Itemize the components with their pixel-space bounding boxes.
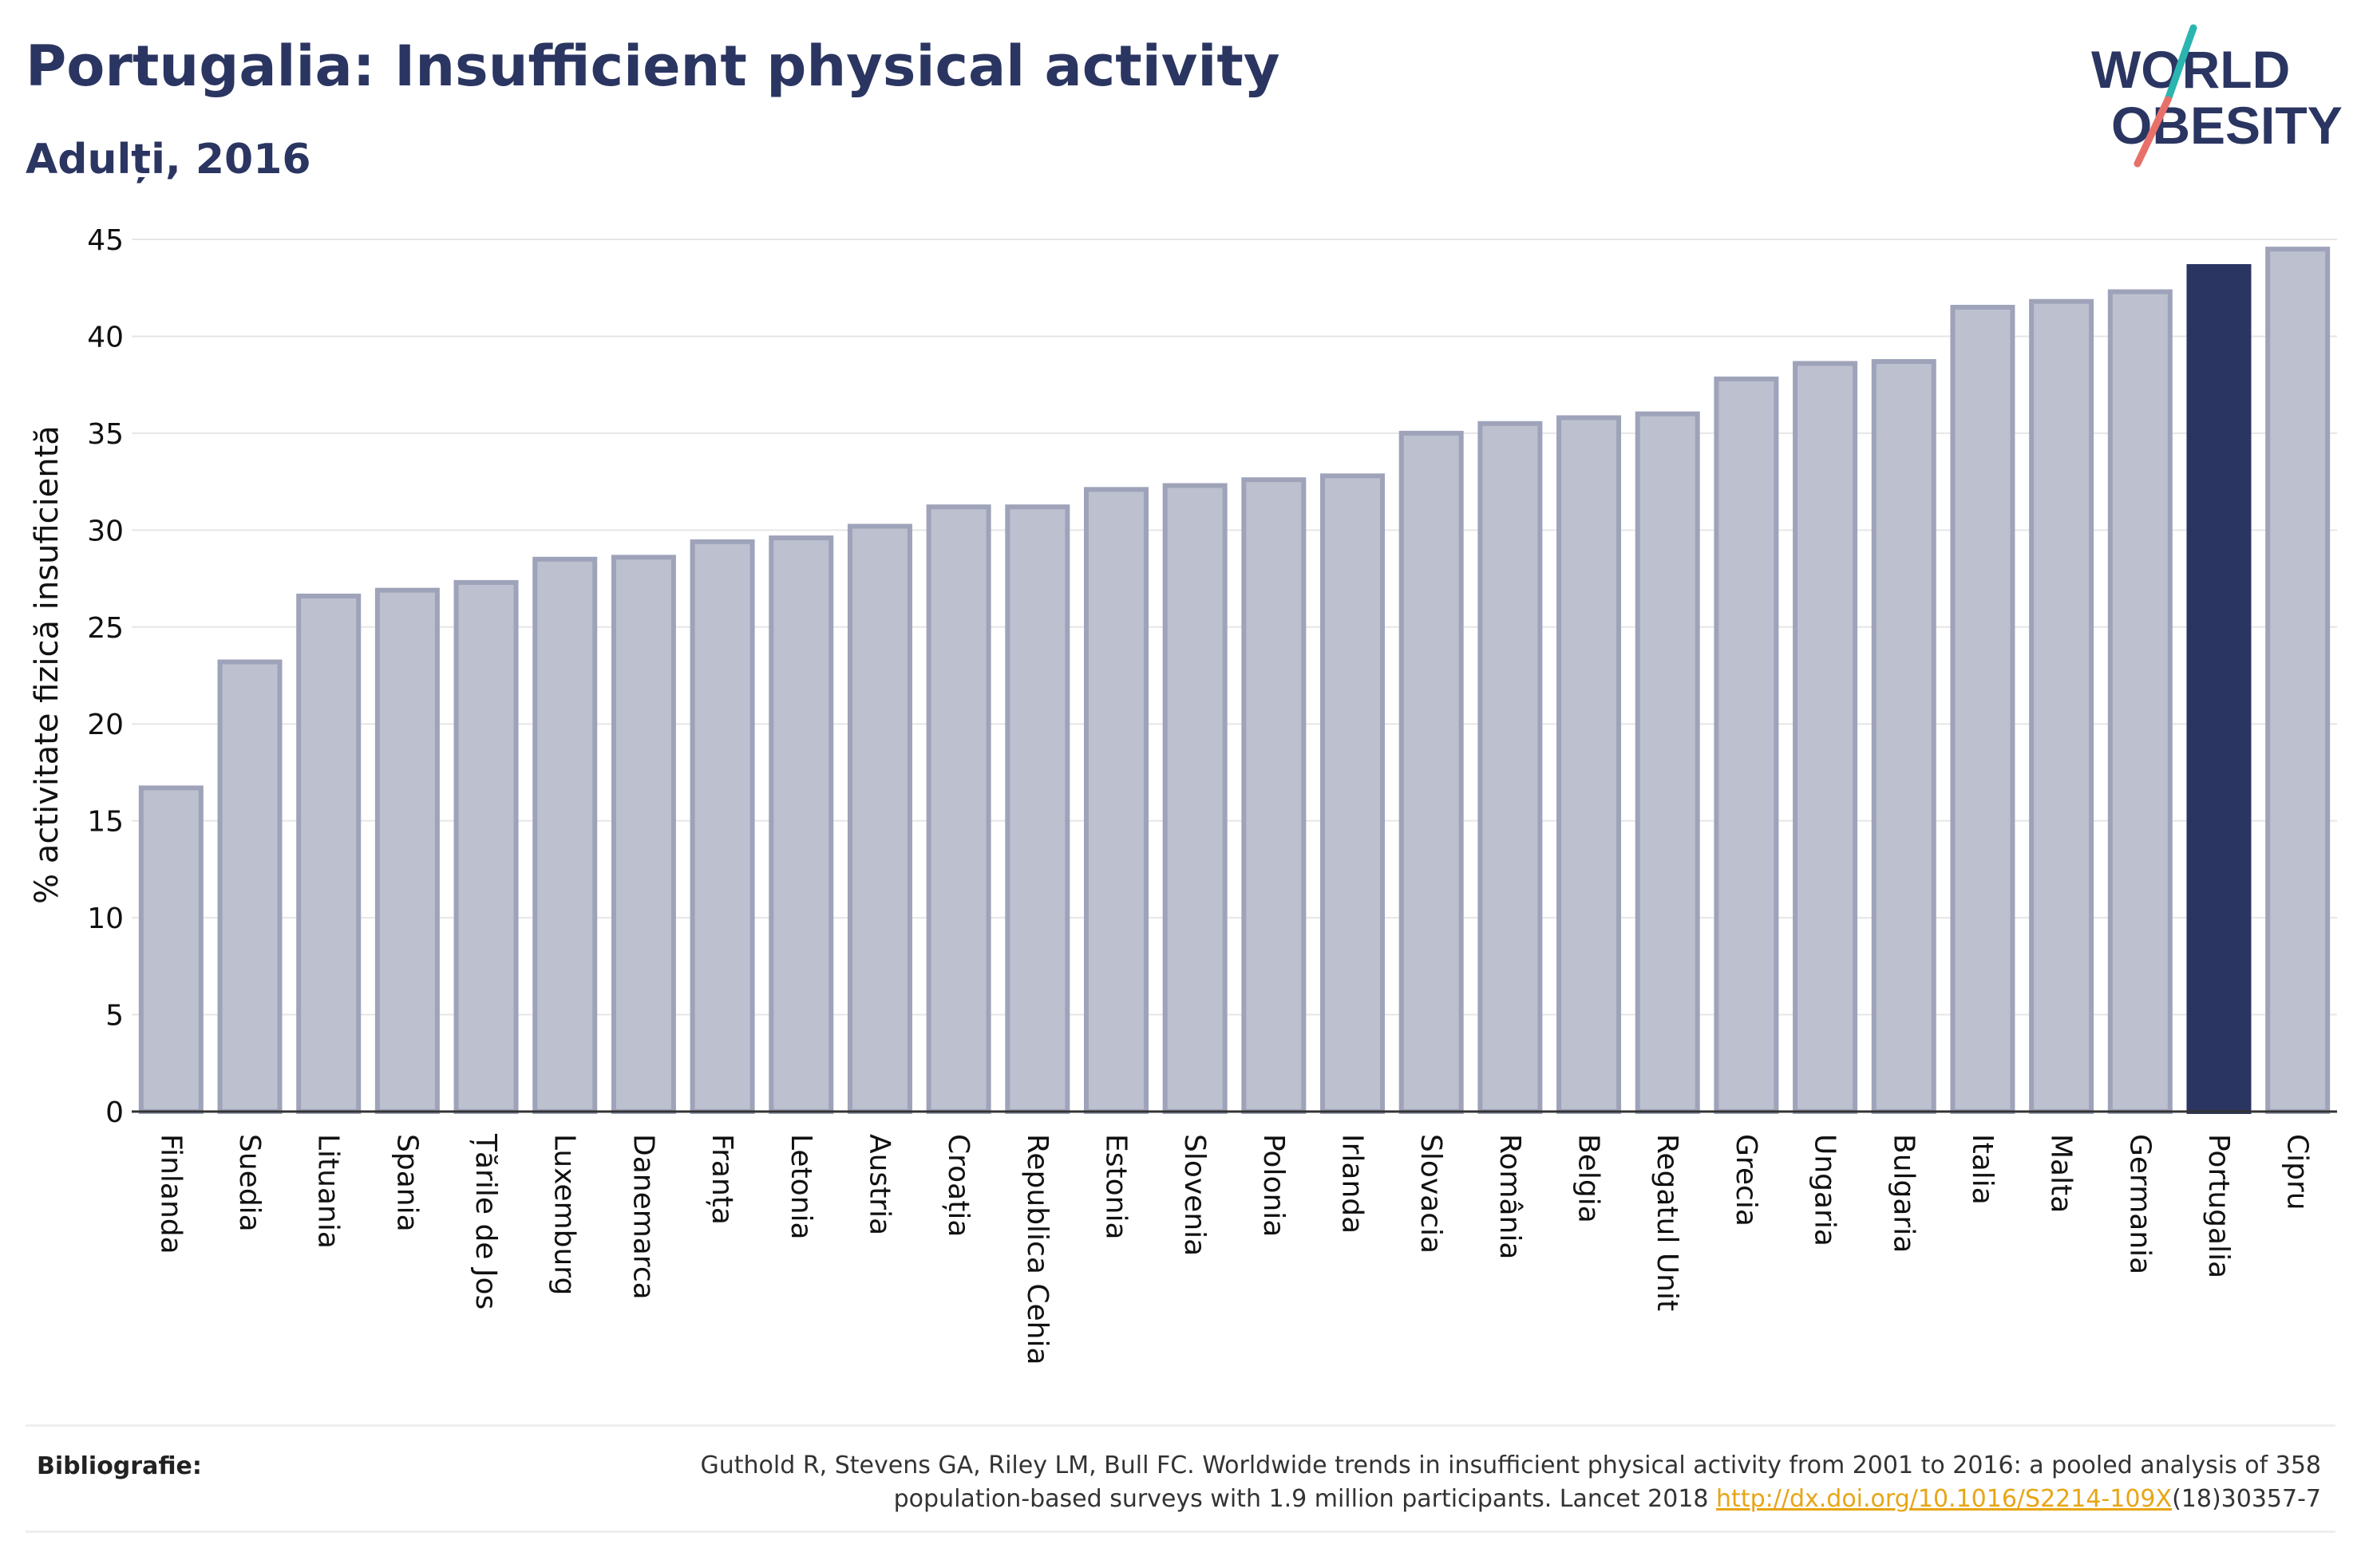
bar <box>532 556 598 1114</box>
y-tick-label: 25 <box>87 612 124 645</box>
x-tick-label: Letonia <box>785 1134 817 1240</box>
bar <box>2029 298 2094 1115</box>
y-tick-label: 10 <box>87 902 124 935</box>
chart-title: Portugalia: Insufficient physical activi… <box>26 34 1280 99</box>
x-tick-label: România <box>1493 1134 1526 1259</box>
bibliography-line-1: Guthold R, Stevens GA, Riley LM, Bull FC… <box>700 1451 2321 1479</box>
bar <box>1005 504 1070 1114</box>
bar <box>374 587 440 1114</box>
bibliography-line-2: population-based surveys with 1.9 millio… <box>485 1483 2321 1516</box>
x-tick-label: Italia <box>1966 1134 1999 1205</box>
bar <box>1793 361 1858 1114</box>
bar <box>217 659 283 1114</box>
x-tick-label: Germania <box>2123 1134 2156 1274</box>
x-tick-label: Țările de Jos <box>469 1133 502 1309</box>
bar-chart: 0 5 10 15 20 25 30 35 40 45 Finlanda Suedia Lituani… <box>29 224 2337 1365</box>
x-tick-label: Grecia <box>1730 1134 1762 1226</box>
x-tick-label: Republica Cehia <box>1021 1134 1054 1365</box>
bar <box>1162 483 1228 1114</box>
bar <box>1320 473 1386 1114</box>
x-tick-label: Cipru <box>2281 1134 2314 1211</box>
y-tick-labels: 0 5 10 15 20 25 30 35 40 45 <box>87 224 124 1129</box>
x-tick-label: Austria <box>863 1134 896 1235</box>
x-tick-label: Slovacia <box>1414 1134 1447 1254</box>
x-tick-label: Suedia <box>233 1134 266 1232</box>
bar <box>1241 477 1307 1114</box>
bar-highlight <box>2186 264 2252 1115</box>
bar <box>2265 247 2331 1115</box>
y-tick-label: 15 <box>87 806 124 839</box>
bar <box>611 555 676 1114</box>
x-tick-label: Belgia <box>1572 1134 1605 1223</box>
x-tick-label: Lituania <box>312 1134 345 1249</box>
bar <box>1635 411 1700 1114</box>
bibliography-line-2-start: population-based surveys with 1.9 millio… <box>893 1485 1717 1513</box>
bars-layer <box>138 247 2331 1115</box>
x-tick-label: Polonia <box>1257 1134 1290 1237</box>
bibliography-label: Bibliografie: <box>37 1452 202 1480</box>
bar <box>2107 289 2173 1115</box>
bar <box>1871 359 1936 1114</box>
bar <box>769 535 834 1114</box>
x-tick-label: Franța <box>706 1134 738 1225</box>
x-tick-label: Bulgaria <box>1887 1134 1920 1253</box>
bibliography-text: Guthold R, Stevens GA, Riley LM, Bull FC… <box>485 1449 2321 1516</box>
y-tick-label: 0 <box>105 1096 124 1129</box>
world-obesity-logo: WORLD OBESITY <box>2075 24 2347 168</box>
bar <box>690 539 755 1114</box>
y-tick-label: 45 <box>87 224 124 257</box>
x-tick-label: Luxemburg <box>548 1134 581 1295</box>
x-tick-label: Danemarca <box>627 1134 659 1300</box>
bar <box>847 523 912 1114</box>
bibliography-line-2-end: (18)30357-7 <box>2172 1485 2321 1513</box>
x-tick-label: Estonia <box>1099 1134 1132 1240</box>
bar <box>1714 376 1779 1114</box>
y-axis-title: % activitate fizică insuficientă <box>29 425 65 904</box>
x-tick-label: Slovenia <box>1178 1134 1211 1256</box>
x-tick-label: Croația <box>942 1134 975 1237</box>
y-tick-label: 35 <box>87 418 124 451</box>
x-tick-label: Portugalia <box>2202 1134 2235 1278</box>
x-tick-label: Irlanda <box>1336 1134 1369 1234</box>
x-tick-label: Regatul Unit <box>1651 1134 1683 1311</box>
y-tick-label: 5 <box>105 1000 124 1033</box>
y-tick-label: 20 <box>87 709 124 741</box>
bar <box>138 785 204 1114</box>
chart-subtitle: Adulți, 2016 <box>26 136 311 184</box>
bar <box>926 504 991 1114</box>
x-tick-label: Spania <box>390 1134 423 1232</box>
bar <box>296 593 362 1114</box>
bar <box>1950 305 2015 1114</box>
bar <box>453 579 519 1114</box>
x-tick-label: Ungaria <box>1809 1134 1841 1246</box>
x-tick-label: Finlanda <box>154 1134 187 1254</box>
y-tick-label: 40 <box>87 321 124 353</box>
bar <box>1477 421 1543 1114</box>
bar <box>1083 487 1149 1114</box>
bar <box>1556 415 1622 1114</box>
bibliography-footer: Bibliografie: Guthold R, Stevens GA, Ril… <box>26 1424 2335 1533</box>
bar <box>1398 430 1464 1114</box>
x-tick-label: Malta <box>2045 1134 2078 1213</box>
x-tick-labels: Finlanda Suedia Lituania Spania Țările de Jo… <box>154 1133 2313 1365</box>
logo-slash-coral <box>2134 96 2172 168</box>
doi-link[interactable]: http://dx.doi.org/10.1016/S2214-109X <box>1716 1485 2173 1513</box>
y-tick-label: 30 <box>87 515 124 547</box>
logo-word-world: WORLD <box>2091 40 2290 99</box>
logo-slash-teal <box>2164 24 2197 104</box>
